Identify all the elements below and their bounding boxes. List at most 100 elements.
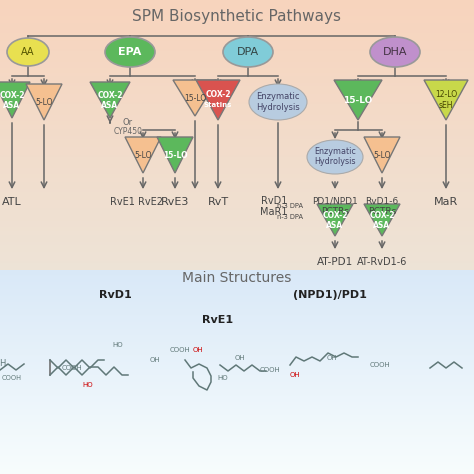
Bar	[0, 25, 474, 26]
Bar	[0, 144, 474, 145]
Bar	[0, 463, 474, 464]
Bar	[0, 233, 474, 234]
Bar	[0, 288, 474, 289]
Bar	[0, 42, 474, 43]
Bar	[0, 41, 474, 42]
Bar	[0, 333, 474, 334]
Bar	[0, 196, 474, 197]
Text: Enzymatic: Enzymatic	[256, 91, 300, 100]
Bar	[0, 212, 474, 213]
Text: OH: OH	[290, 372, 301, 378]
Bar	[0, 20, 474, 21]
Bar	[0, 161, 474, 162]
Bar	[0, 174, 474, 175]
Bar	[0, 280, 474, 281]
Text: HO: HO	[218, 375, 228, 381]
Text: COX-2: COX-2	[97, 91, 123, 100]
Bar	[0, 257, 474, 258]
Bar	[0, 141, 474, 142]
Text: Hydrolysis: Hydrolysis	[256, 102, 300, 111]
Bar	[0, 392, 474, 393]
Bar	[0, 201, 474, 202]
Bar	[0, 40, 474, 41]
Bar	[0, 341, 474, 342]
Bar	[0, 357, 474, 358]
Bar	[0, 444, 474, 445]
Bar	[0, 470, 474, 471]
Bar	[0, 442, 474, 443]
Bar	[0, 356, 474, 357]
Bar	[0, 203, 474, 204]
Text: 15-LO: 15-LO	[343, 95, 373, 104]
Bar	[0, 438, 474, 439]
Bar	[0, 434, 474, 435]
Bar	[0, 18, 474, 19]
Bar	[0, 103, 474, 104]
Bar	[0, 168, 474, 169]
Bar	[0, 7, 474, 8]
Bar	[0, 27, 474, 28]
Text: AA: AA	[21, 47, 35, 57]
Bar	[0, 125, 474, 126]
Bar	[0, 388, 474, 389]
Bar	[0, 417, 474, 418]
Polygon shape	[196, 80, 240, 120]
Bar	[0, 467, 474, 468]
Bar	[0, 433, 474, 434]
Bar	[0, 54, 474, 55]
Bar	[0, 321, 474, 322]
Bar	[0, 15, 474, 16]
Text: 15-LO: 15-LO	[163, 151, 187, 159]
Text: COOH: COOH	[2, 375, 22, 381]
Bar	[0, 53, 474, 54]
Bar	[0, 52, 474, 53]
Bar	[0, 386, 474, 387]
Bar	[0, 308, 474, 309]
Bar	[0, 164, 474, 165]
Bar	[0, 277, 474, 278]
Bar	[0, 235, 474, 236]
Bar	[0, 14, 474, 15]
Bar	[0, 431, 474, 432]
Bar	[0, 358, 474, 359]
Bar	[0, 152, 474, 153]
Polygon shape	[364, 204, 400, 236]
Bar	[0, 163, 474, 164]
Text: 5-LO: 5-LO	[373, 151, 391, 159]
Bar	[0, 44, 474, 45]
Bar	[0, 255, 474, 256]
Bar	[0, 142, 474, 143]
Bar	[0, 299, 474, 300]
Bar	[0, 370, 474, 371]
Bar	[0, 430, 474, 431]
Bar	[0, 397, 474, 398]
Text: OH: OH	[193, 347, 203, 353]
Bar	[0, 190, 474, 191]
Bar	[0, 416, 474, 417]
Bar	[0, 213, 474, 214]
Bar	[0, 350, 474, 351]
Bar	[0, 305, 474, 306]
Text: RvD1: RvD1	[261, 196, 287, 206]
Bar	[0, 283, 474, 284]
Bar	[0, 243, 474, 244]
Bar	[0, 49, 474, 50]
Bar	[0, 265, 474, 266]
Text: OH: OH	[150, 357, 160, 363]
Text: sEH: sEH	[439, 100, 453, 109]
Bar	[0, 206, 474, 207]
Bar	[0, 2, 474, 3]
Bar	[0, 405, 474, 406]
Text: DHA: DHA	[383, 47, 407, 57]
Text: n-3 DPA: n-3 DPA	[277, 214, 303, 220]
Bar	[0, 297, 474, 298]
Bar	[0, 443, 474, 444]
Bar	[0, 91, 474, 92]
Bar	[0, 339, 474, 340]
Ellipse shape	[370, 37, 420, 67]
Bar	[0, 322, 474, 323]
Bar	[0, 315, 474, 316]
Bar	[0, 455, 474, 456]
Bar	[0, 316, 474, 317]
Bar	[0, 156, 474, 157]
